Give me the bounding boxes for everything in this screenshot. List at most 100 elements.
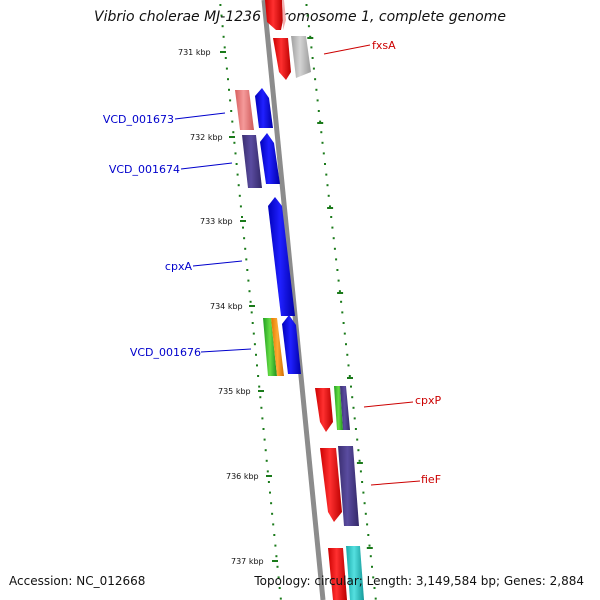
minor-tick-dot (272, 523, 275, 526)
gene-block[interactable] (328, 548, 347, 600)
minor-tick-dot (363, 502, 366, 505)
minor-tick-dot (247, 279, 250, 282)
gene-block[interactable] (346, 546, 364, 600)
gene-label-cpxP[interactable]: cpxP (415, 394, 442, 407)
minor-tick-dot (262, 428, 265, 430)
minor-tick-dot (266, 470, 269, 473)
minor-tick-dot (357, 449, 360, 452)
gene-features (235, 0, 364, 600)
minor-tick-dot (239, 205, 242, 208)
minor-tick-dot (367, 534, 370, 536)
minor-tick-dot (232, 131, 235, 134)
gene-labels: fxsA VCD_001673 VCD_001674 cpxA VCD_0016… (103, 39, 442, 486)
minor-tick-dot (348, 375, 351, 377)
gene-block[interactable] (271, 318, 284, 376)
gene-block[interactable] (255, 88, 273, 128)
minor-tick-dot (322, 152, 325, 155)
minor-tick-dot (341, 311, 344, 314)
tick-label-734: 734 kbp (210, 302, 243, 311)
minor-tick-dot (275, 555, 278, 558)
minor-tick-dot (359, 470, 362, 473)
minor-tick-dot (373, 587, 376, 589)
gene-label-cpxA[interactable]: cpxA (165, 260, 193, 273)
gene-block[interactable] (265, 0, 283, 30)
minor-tick-dot (331, 226, 334, 229)
minor-tick-dot (343, 332, 346, 335)
minor-tick-dot (225, 67, 228, 70)
minor-tick-dot (223, 46, 226, 49)
minor-tick-dot (332, 237, 335, 240)
minor-tick-dot (261, 417, 264, 420)
minor-tick-dot (241, 216, 243, 218)
gene-label-VCD_001673[interactable]: VCD_001673 (103, 113, 174, 126)
major-tick-dash (317, 122, 324, 124)
minor-tick-dot (271, 512, 274, 515)
minor-tick-dot (315, 88, 318, 91)
minor-tick-dot (307, 25, 310, 28)
minor-tick-dot (242, 226, 244, 229)
minor-tick-dot (337, 279, 340, 282)
minor-tick-dot (263, 438, 266, 441)
gene-label-VCD_001676[interactable]: VCD_001676 (130, 346, 201, 359)
tick-label-737: 737 kbp (231, 557, 264, 566)
minor-tick-dot (231, 120, 234, 123)
minor-tick-dot (326, 184, 329, 187)
major-tick-dash (327, 207, 334, 209)
minor-tick-dot (260, 406, 263, 409)
gene-label-fieF[interactable]: fieF (421, 473, 441, 486)
minor-tick-dot (278, 587, 281, 589)
gene-VCD_001674[interactable] (242, 135, 262, 188)
minor-tick-dot (251, 322, 254, 324)
gene-VCD_001673[interactable] (235, 90, 254, 130)
tick-labels: 731 kbp 732 kbp 733 kbp 734 kbp 735 kbp … (178, 48, 264, 566)
leader-lines (174, 44, 421, 486)
minor-tick-dot (238, 194, 241, 197)
minor-tick-dot (230, 110, 233, 112)
gene-block[interactable] (282, 315, 301, 374)
minor-tick-dot (354, 428, 357, 430)
minor-tick-dot (351, 396, 354, 399)
minor-tick-dot (274, 544, 277, 547)
gene-block[interactable] (340, 386, 350, 430)
minor-tick-dot (257, 375, 260, 377)
gene-block[interactable] (291, 36, 311, 78)
gene-cpxP[interactable] (315, 388, 333, 432)
minor-tick-dot (228, 88, 230, 91)
minor-tick-dot (306, 14, 309, 17)
gene-fieF[interactable] (320, 448, 342, 522)
gene-cpxA[interactable] (268, 197, 295, 316)
major-tick-dash (356, 462, 363, 464)
minor-tick-dot (243, 237, 246, 240)
gene-block[interactable] (338, 446, 359, 526)
minor-tick-dot (311, 57, 314, 59)
major-tick-dash (347, 377, 353, 379)
gene-block[interactable] (260, 133, 280, 184)
gene-label-VCD_001674[interactable]: VCD_001674 (109, 163, 180, 176)
minor-tick-dot (333, 247, 336, 250)
minor-tick-dot (249, 300, 252, 303)
minor-tick-dot (335, 258, 338, 261)
minor-tick-dot (358, 459, 361, 462)
minor-tick-dot (368, 544, 371, 547)
minor-tick-dot (327, 194, 330, 197)
major-tick-marks (220, 51, 278, 562)
minor-tick-dot (312, 67, 315, 70)
minor-tick-dot (345, 343, 347, 346)
gene-VCD_001676[interactable] (263, 318, 277, 376)
minor-tick-dot (338, 290, 341, 293)
gene-fxsA[interactable] (273, 38, 291, 80)
gene-block[interactable] (282, 0, 286, 30)
major-tick-dash (337, 292, 344, 294)
tick-ring-inner (219, 4, 282, 600)
minor-tick-dot (309, 35, 312, 38)
minor-tick-dot (264, 449, 267, 452)
minor-tick-dot (277, 576, 280, 579)
major-tick-dash (366, 547, 373, 549)
minor-tick-dot (366, 523, 369, 526)
minor-tick-dot (250, 311, 253, 314)
minor-tick-dot (269, 491, 271, 494)
gene-label-fxsA[interactable]: fxsA (372, 39, 396, 52)
minor-tick-dot (248, 290, 251, 293)
minor-tick-dot (255, 353, 257, 356)
